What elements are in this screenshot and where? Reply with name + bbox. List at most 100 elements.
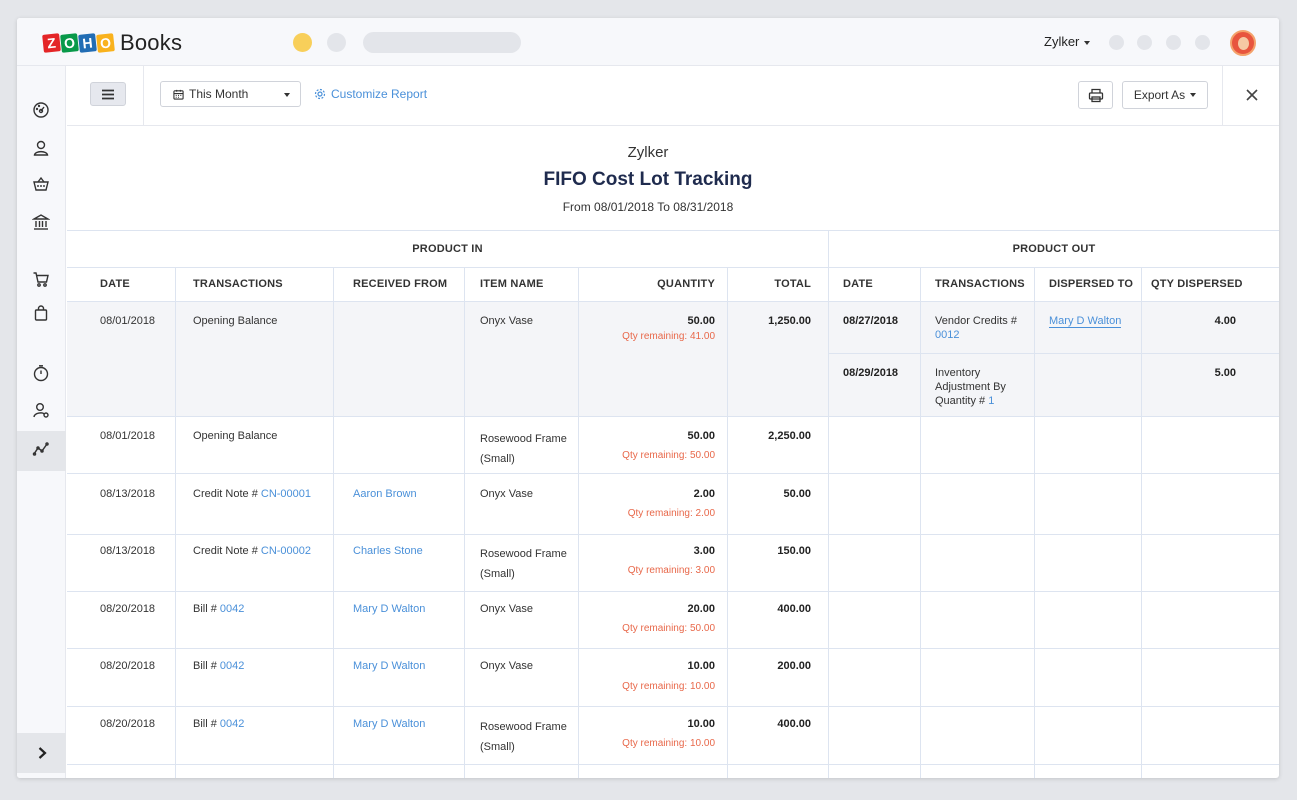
txn-link[interactable]: 0042 (219, 718, 245, 730)
timesheet-stopwatch-icon[interactable] (29, 361, 53, 385)
zoho-books-logo[interactable]: Z O H O Books (42, 30, 183, 56)
product-name: Books (120, 30, 183, 55)
cell-date: 08/01/2018 (100, 430, 156, 442)
search-placeholder-bar[interactable] (363, 32, 521, 53)
menu-toggle-button[interactable] (90, 82, 126, 106)
cell-out-date: 08/29/2018 (843, 367, 899, 379)
grid-line (175, 267, 176, 778)
divider (143, 66, 144, 125)
placeholder-icon[interactable] (1166, 35, 1181, 50)
txn-link[interactable]: 1 (988, 395, 995, 407)
cell-out-date: 08/27/2018 (843, 315, 899, 327)
txn-link[interactable]: CN-00001 (260, 488, 312, 500)
cell-quantity: 50.00 (687, 430, 715, 442)
customize-report-link[interactable]: Customize Report (314, 87, 427, 101)
cell-item-name: Rosewood Frame (Small) (480, 721, 567, 753)
cell-qty-remaining: Qty remaining: 3.00 (627, 565, 715, 576)
grid-line (67, 591, 1279, 592)
caret-down-icon (1084, 40, 1091, 45)
txn-link[interactable]: 0042 (219, 603, 245, 615)
cell-total: 1,250.00 (768, 315, 811, 327)
col-header-date[interactable]: DATE (100, 278, 130, 290)
received-from-link[interactable]: Mary D Walton (353, 603, 426, 615)
cell-item-name: Rosewood Frame (Small) (480, 433, 567, 465)
group-header-product-in: PRODUCT IN (412, 242, 483, 255)
cell-transaction: Bill # 0042 (193, 659, 244, 673)
cell-total: 200.00 (777, 660, 811, 672)
report-org-name: Zylker (627, 144, 669, 161)
grid-line (829, 353, 1279, 354)
dispersed-to-link[interactable]: Mary D Walton (1049, 315, 1122, 328)
cell-out-transaction: Inventory Adjustment By Quantity # 1 (935, 366, 1027, 408)
grid-line (727, 267, 728, 778)
txn-prefix: Vendor Credits # (935, 315, 1017, 327)
period-select[interactable]: This Month (160, 81, 301, 107)
period-label: This Month (189, 87, 249, 101)
caret-down-icon (284, 93, 290, 97)
cell-transaction: Bill # 0042 (193, 602, 244, 616)
cell-quantity: 3.00 (693, 545, 715, 557)
contacts-icon[interactable] (29, 136, 53, 160)
grid-line (67, 267, 1279, 268)
cell-quantity: 2.00 (693, 488, 715, 500)
reports-chart-icon[interactable] (29, 437, 53, 461)
cell-qty-dispersed: 4.00 (1214, 315, 1236, 327)
received-from-link[interactable]: Charles Stone (353, 545, 423, 557)
banking-icon[interactable] (29, 210, 53, 234)
col-header-dispersed-to[interactable]: DISPERSED TO (1049, 278, 1134, 290)
expand-sidebar-button[interactable] (17, 733, 66, 773)
placeholder-dot (293, 33, 312, 52)
cell-item-name: Onyx Vase (480, 315, 533, 327)
col-header-transactions[interactable]: TRANSACTIONS (193, 278, 283, 290)
col-header-total[interactable]: TOTAL (774, 278, 811, 290)
avatar[interactable] (1230, 30, 1256, 56)
purchases-bag-icon[interactable] (29, 301, 53, 325)
txn-link[interactable]: 0012 (935, 329, 960, 341)
col-header-received-from[interactable]: RECEIVED FROM (353, 278, 448, 290)
export-as-button[interactable]: Export As (1122, 81, 1208, 109)
txn-link[interactable]: CN-00002 (260, 545, 312, 557)
print-button[interactable] (1078, 81, 1113, 109)
placeholder-icon[interactable] (1137, 35, 1152, 50)
grid-line (67, 648, 1279, 649)
cell-total: 150.00 (777, 545, 811, 557)
cell-date: 08/13/2018 (100, 545, 156, 557)
txn-link[interactable]: 0042 (219, 660, 245, 672)
cell-total: 50.00 (783, 488, 811, 500)
cell-qty-dispersed: 5.00 (1214, 367, 1236, 379)
dashboard-icon[interactable] (29, 98, 53, 122)
items-basket-icon[interactable] (29, 172, 53, 196)
received-from-link[interactable]: Mary D Walton (353, 718, 426, 730)
col-header-item-name[interactable]: ITEM NAME (480, 278, 544, 290)
col-header-out-transactions[interactable]: TRANSACTIONS (935, 278, 1025, 290)
close-icon (1246, 89, 1258, 101)
received-from-link[interactable]: Mary D Walton (353, 660, 426, 672)
col-header-qty-dispersed[interactable]: QTY DISPERSED (1151, 278, 1243, 290)
cell-total: 400.00 (777, 718, 811, 730)
cell-qty-remaining: Qty remaining: 50.00 (622, 623, 715, 634)
col-header-quantity[interactable]: QUANTITY (657, 278, 715, 290)
hamburger-icon (102, 89, 114, 99)
sales-cart-icon[interactable] (29, 267, 53, 291)
cell-total: 2,250.00 (768, 430, 811, 442)
col-header-out-date[interactable]: DATE (843, 278, 873, 290)
logo-letter: Z (42, 33, 61, 53)
txn-prefix: Inventory Adjustment By Quantity # (935, 367, 1006, 407)
placeholder-icon[interactable] (1195, 35, 1210, 50)
placeholder-icon[interactable] (1109, 35, 1124, 50)
txn-prefix: Bill # (193, 660, 217, 672)
export-label: Export As (1133, 88, 1186, 102)
txn-prefix: Bill # (193, 718, 217, 730)
report-title: FIFO Cost Lot Tracking (543, 169, 753, 190)
received-from-link[interactable]: Aaron Brown (353, 488, 417, 500)
customize-label: Customize Report (331, 87, 428, 101)
grid-line (578, 267, 579, 778)
cell-transaction: Credit Note # CN-00001 (193, 487, 311, 501)
org-switcher[interactable]: Zylker (1044, 34, 1091, 49)
sidebar (17, 66, 66, 778)
accountant-icon[interactable] (29, 398, 53, 422)
cell-qty-remaining: Qty remaining: 2.00 (627, 508, 715, 519)
cell-quantity: 50.00 (687, 315, 715, 327)
txn-prefix: Credit Note # (193, 488, 258, 500)
close-report-button[interactable] (1240, 83, 1264, 107)
